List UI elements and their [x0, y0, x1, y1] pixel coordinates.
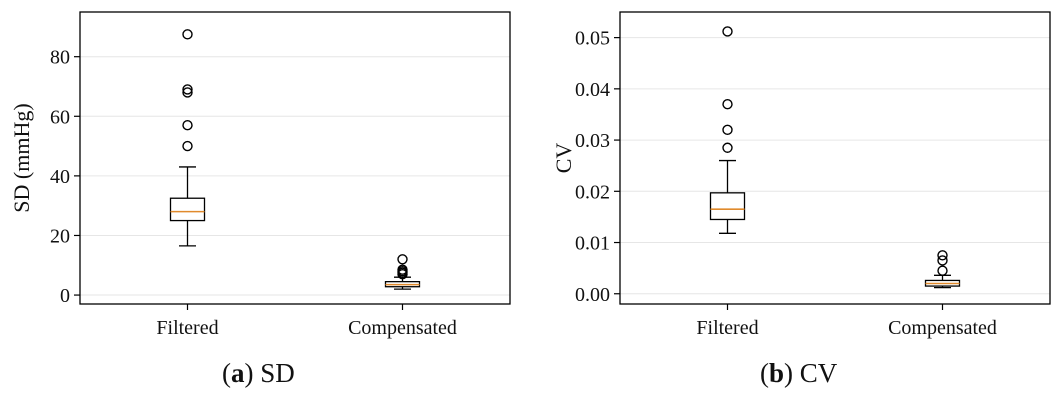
caption-a-letter: a: [231, 358, 245, 388]
plot-frame: [619, 11, 1051, 305]
chart-panel-sd: 0 20 40 60 80 SD (mmHg) Filtered Compensated: [9, 11, 511, 339]
x-tick-label: Compensated: [888, 317, 997, 339]
y-tick-label: 80: [50, 47, 70, 69]
caption-a-text: SD: [260, 358, 295, 388]
box: [709, 192, 746, 221]
outlier-point: [182, 29, 193, 40]
outlier-point: [397, 254, 408, 265]
outlier-point: [182, 84, 193, 95]
y-axis-label: CV: [551, 143, 576, 174]
outlier-point: [722, 99, 733, 110]
outlier-point: [937, 265, 948, 276]
outlier-point: [937, 250, 948, 261]
outlier-point: [722, 26, 733, 37]
y-tick-label: 0.02: [575, 181, 610, 203]
outlier-point: [182, 140, 193, 152]
chart-panel-cv: 0.00 0.01 0.02 0.03 0.04 0.05 CV Filtered Compen…: [551, 11, 1051, 339]
y-tick-label: 20: [50, 225, 70, 247]
outlier-point: [722, 142, 733, 153]
caption-a: (a) SD: [222, 358, 295, 388]
caption-b-letter: b: [769, 358, 785, 388]
caption-b: (b) CV: [760, 358, 838, 388]
y-tick-label: 0.00: [575, 284, 610, 306]
y-tick-label: 0.04: [575, 79, 610, 101]
x-tick-label: Compensated: [348, 317, 457, 339]
y-tick-label: 0: [60, 285, 70, 307]
y-tick-label: 40: [50, 166, 70, 188]
outlier-point: [722, 124, 733, 136]
outlier-point: [397, 264, 408, 275]
box: [169, 197, 206, 222]
y-tick-label: 0.01: [575, 233, 610, 255]
plot-frame: [79, 11, 511, 305]
x-tick-label: Filtered: [696, 317, 758, 339]
outlier-point: [182, 87, 193, 98]
x-tick-label: Filtered: [156, 317, 218, 339]
y-tick-label: 0.03: [575, 130, 610, 152]
y-tick-label: 0.05: [575, 28, 610, 50]
y-tick-label: 60: [50, 106, 70, 128]
outlier-point: [937, 255, 948, 266]
y-axis-label: SD (mmHg): [9, 103, 34, 212]
outlier-point: [182, 120, 193, 131]
caption-b-text: CV: [799, 358, 838, 388]
